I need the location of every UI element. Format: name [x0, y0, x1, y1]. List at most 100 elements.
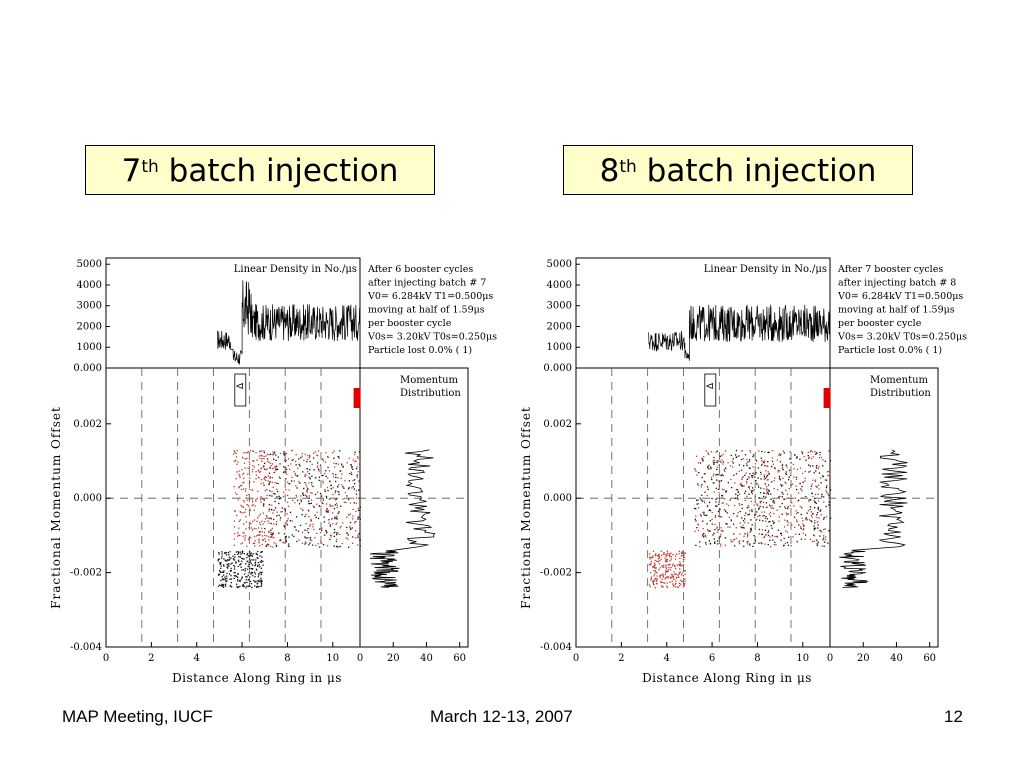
particle [352, 536, 354, 538]
particle [244, 567, 246, 570]
particle [761, 450, 763, 453]
particle [334, 516, 336, 518]
particle [291, 534, 293, 536]
particle [801, 507, 803, 509]
particle [259, 450, 261, 452]
particle [704, 534, 707, 536]
momentum-xtick-label: 0 [827, 653, 833, 664]
particle [798, 499, 800, 501]
particle [773, 480, 775, 482]
particle [809, 538, 812, 540]
particle [733, 512, 735, 515]
particle [312, 452, 315, 454]
particle [249, 521, 251, 524]
particle [721, 494, 723, 497]
particle [773, 512, 775, 515]
particle [785, 473, 788, 476]
xtick-label: 8 [284, 653, 290, 664]
particle [272, 512, 274, 514]
particle [707, 466, 709, 469]
particle [221, 553, 223, 555]
phase-space-frame [105, 367, 361, 648]
particle [748, 506, 750, 508]
particle [789, 505, 791, 507]
particle [242, 506, 245, 508]
particle [286, 522, 288, 524]
particle [662, 582, 664, 584]
particle [718, 501, 720, 504]
particle [335, 540, 338, 543]
particle [766, 486, 768, 488]
particle [239, 585, 241, 587]
particle [739, 533, 741, 535]
particle [268, 482, 270, 484]
particle [774, 468, 776, 470]
x-axis-label: Distance Along Ring in μs [642, 671, 812, 685]
particle [241, 542, 244, 544]
particle [253, 527, 255, 529]
particle [226, 563, 228, 565]
particle [346, 532, 348, 534]
particle [259, 561, 261, 563]
particle [319, 546, 321, 548]
particle [734, 454, 737, 456]
particle [735, 527, 737, 529]
particle [279, 452, 282, 455]
particle [355, 537, 357, 539]
particle [259, 457, 261, 459]
particle [248, 493, 250, 496]
particle [654, 578, 656, 580]
particle [286, 473, 288, 475]
particle [823, 541, 826, 543]
particle [766, 493, 768, 495]
particle [257, 470, 259, 472]
particle [779, 453, 781, 455]
particle [754, 538, 756, 540]
particle [266, 535, 268, 537]
particle [284, 460, 286, 463]
particle [308, 482, 310, 484]
particle [760, 471, 762, 474]
chart-panel-right: 5000 4000 3000 2000 1000 0.000 0.002 0.000 -0.00… [518, 250, 988, 695]
particle [283, 491, 285, 493]
particle [234, 510, 236, 512]
particle [240, 543, 242, 545]
particle [252, 504, 254, 506]
particle [262, 523, 264, 525]
particle [242, 535, 244, 537]
particle [828, 501, 830, 503]
momentum-title: Momentum [870, 375, 929, 386]
density-ytick-label: 3000 [547, 301, 572, 312]
particle [660, 558, 662, 560]
particle [774, 467, 776, 469]
particle [818, 472, 821, 474]
particle [816, 452, 818, 454]
particle [322, 503, 324, 505]
particle [346, 516, 348, 518]
particle [236, 575, 238, 578]
particle [300, 507, 302, 510]
particle [280, 511, 282, 513]
particle [243, 553, 245, 555]
particle [243, 452, 245, 454]
particle [761, 529, 764, 531]
particle [666, 560, 668, 562]
density-ytick-label: 0.000 [543, 363, 572, 374]
particle [359, 506, 361, 508]
particle [305, 484, 307, 486]
particle [805, 516, 807, 519]
particle [814, 497, 816, 500]
particle [334, 499, 336, 501]
particle [666, 559, 668, 561]
particle [668, 553, 670, 555]
particle [271, 504, 273, 506]
particle [266, 460, 269, 462]
particle [767, 451, 769, 454]
particle [787, 522, 789, 524]
particle [758, 508, 760, 510]
particle [653, 564, 655, 566]
particle [225, 580, 227, 583]
particle [260, 567, 262, 569]
particle [347, 488, 350, 490]
particle [338, 546, 340, 548]
